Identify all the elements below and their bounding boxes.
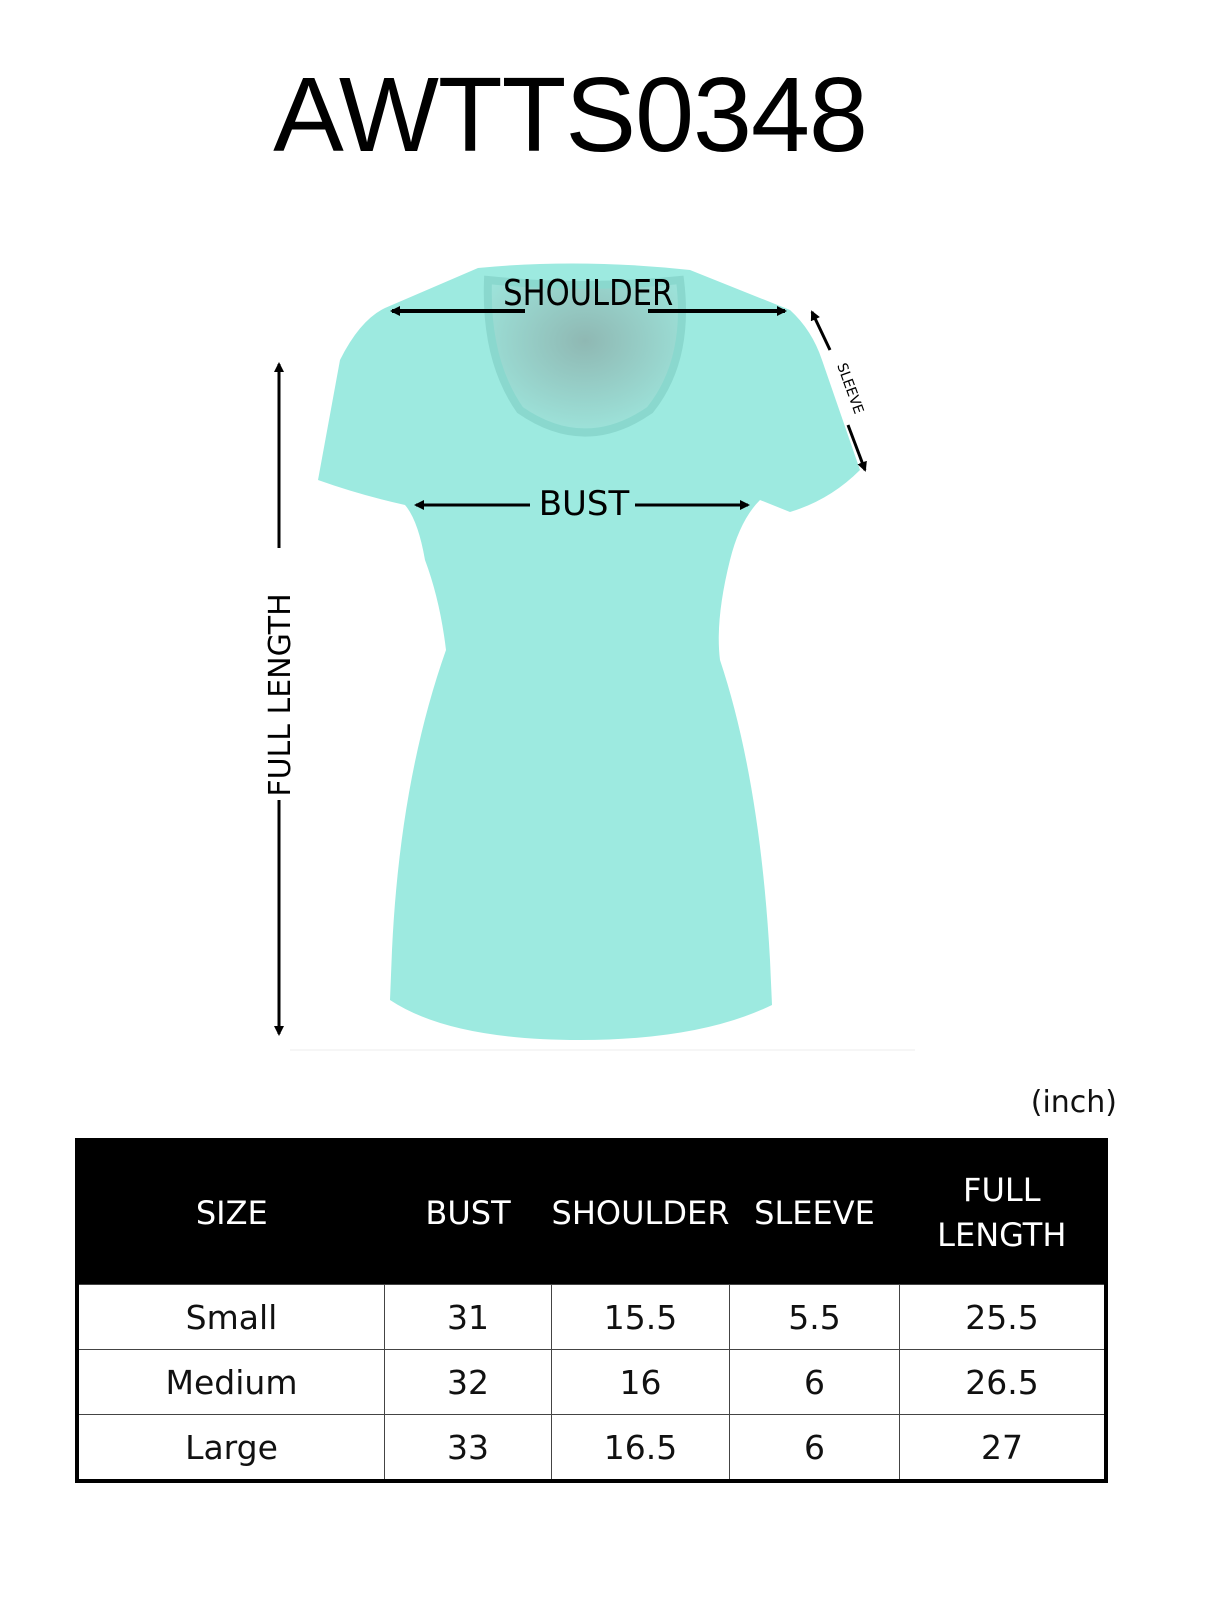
cell-sleeve: 6 xyxy=(728,1414,901,1482)
measurement-diagram: SHOULDER BUST SLEEVE FULL LENGTH xyxy=(263,263,915,1051)
header-size: SIZE xyxy=(77,1140,385,1285)
size-chart-table: SIZE BUST SHOULDER SLEEVE FULL LENGTH Sm… xyxy=(75,1138,1108,1483)
header-shoulder: SHOULDER xyxy=(551,1140,730,1285)
table-row: Small 31 15.5 5.5 25.5 xyxy=(76,1284,1107,1350)
unit-label: (inch) xyxy=(1030,1085,1117,1120)
cell-shoulder: 16.5 xyxy=(551,1414,730,1482)
sleeve-arrow-bottom xyxy=(846,424,867,472)
cell-bust: 31 xyxy=(384,1284,553,1350)
shoulder-label: SHOULDER xyxy=(503,272,673,314)
cell-shoulder: 15.5 xyxy=(551,1284,730,1350)
header-full-length: FULL LENGTH xyxy=(899,1140,1106,1285)
header-bust: BUST xyxy=(384,1140,552,1285)
product-code-title: AWTTS0348 xyxy=(273,56,868,174)
bust-label: BUST xyxy=(539,484,630,524)
header-sleeve: SLEEVE xyxy=(729,1140,900,1285)
cell-shoulder: 16 xyxy=(551,1349,730,1415)
cell-full-length: 27 xyxy=(899,1414,1107,1482)
table-header-row: SIZE BUST SHOULDER SLEEVE FULL LENGTH xyxy=(77,1140,1106,1285)
cell-bust: 32 xyxy=(384,1349,553,1415)
sleeve-arrow-top xyxy=(810,310,832,351)
cell-size: Large xyxy=(76,1414,386,1482)
table-row: Large 33 16.5 6 27 xyxy=(76,1414,1107,1482)
table-row: Medium 32 16 6 26.5 xyxy=(76,1349,1107,1415)
cell-bust: 33 xyxy=(384,1414,553,1482)
cell-sleeve: 6 xyxy=(728,1349,901,1415)
cell-sleeve: 5.5 xyxy=(728,1284,901,1350)
cell-size: Small xyxy=(76,1284,386,1350)
full-length-label: FULL LENGTH xyxy=(263,593,298,796)
cell-full-length: 26.5 xyxy=(899,1349,1107,1415)
cell-size: Medium xyxy=(76,1349,386,1415)
tshirt-illustration xyxy=(318,263,860,1040)
cell-full-length: 25.5 xyxy=(899,1284,1107,1350)
